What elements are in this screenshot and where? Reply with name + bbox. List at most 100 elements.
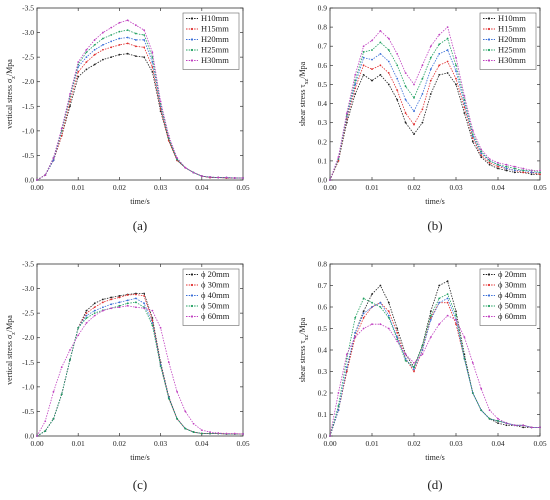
data-point [151,319,154,322]
data-point [354,316,357,319]
data-point [134,306,137,309]
data-point [421,77,424,80]
data-point [379,284,382,287]
data-point [404,112,407,115]
data-point [413,368,415,371]
data-point [371,49,373,51]
data-point [151,324,154,327]
data-point [184,410,187,413]
data-point [345,112,348,115]
data-point [421,344,424,347]
data-point [52,417,55,420]
data-point [184,166,187,169]
data-point [446,60,449,63]
data-point [242,433,244,435]
y-tick-label: -2.0 [22,333,34,342]
data-point [85,322,88,324]
data-point [488,158,491,160]
data-point [371,301,373,304]
data-point [44,174,47,176]
data-point [354,79,357,82]
data-point [429,79,432,82]
data-point [413,83,415,86]
data-point [404,72,407,74]
data-point [200,432,203,435]
series-3 [329,293,541,437]
data-point [192,171,195,174]
series-line [329,293,540,437]
data-point [52,156,55,159]
data-point [143,295,146,297]
data-point [396,327,399,330]
data-point [429,93,432,95]
data-point [362,310,365,313]
x-tick-label: 0.01 [365,439,378,448]
data-point [118,304,121,307]
y-axis-title-unit: /Mpa [5,315,14,332]
data-point [209,431,211,433]
data-point [371,79,373,82]
y-tick-label: 0.4 [318,346,328,355]
y-tick-label: -1.0 [22,382,34,391]
data-point [118,306,121,309]
data-point [480,156,483,158]
x-tick-label: 0.03 [449,183,462,192]
data-point [69,93,71,95]
legend-label: ϕ 40mm [498,290,527,300]
data-point [337,405,340,407]
data-point [69,105,71,108]
data-point [421,93,424,95]
data-point [225,176,228,179]
data-point [362,51,365,53]
data-point [530,169,533,172]
series-3 [329,37,541,181]
data-point [371,68,373,71]
data-point [93,43,96,46]
series-line [329,26,540,181]
data-point [421,108,424,111]
legend-marker [190,17,194,20]
data-point [413,370,415,373]
data-point [505,165,508,168]
data-point [413,362,415,364]
data-point [446,72,449,74]
series-1 [329,60,541,181]
legend-marker [487,38,491,41]
data-point [44,430,47,432]
legend-label: ϕ 60mm [498,311,527,321]
data-point [93,302,96,305]
data-point [429,319,432,321]
data-point [497,417,499,420]
data-point [143,302,146,305]
legend-marker [487,304,491,308]
data-point [60,134,63,137]
series-line [36,305,244,437]
data-point [143,39,146,41]
data-point [387,83,390,86]
data-point [539,169,541,172]
data-point [85,51,88,54]
legend-label: ϕ 50mm [498,301,527,311]
data-point [446,314,449,317]
data-point [102,48,104,51]
data-point [438,64,441,67]
y-tick-label: -3.5 [22,260,34,269]
data-point [429,314,432,317]
data-point [480,154,483,157]
data-point [110,296,113,299]
data-point [505,167,508,170]
series-line [329,49,540,181]
data-point [85,312,88,315]
data-point [396,64,399,67]
data-point [102,306,104,309]
data-point [36,179,38,181]
data-point [438,33,441,36]
data-point [530,426,533,429]
y-tick-label: -0.5 [22,151,34,160]
data-point [118,37,121,40]
data-point [176,417,178,420]
x-tick-label: 0.02 [113,183,126,192]
